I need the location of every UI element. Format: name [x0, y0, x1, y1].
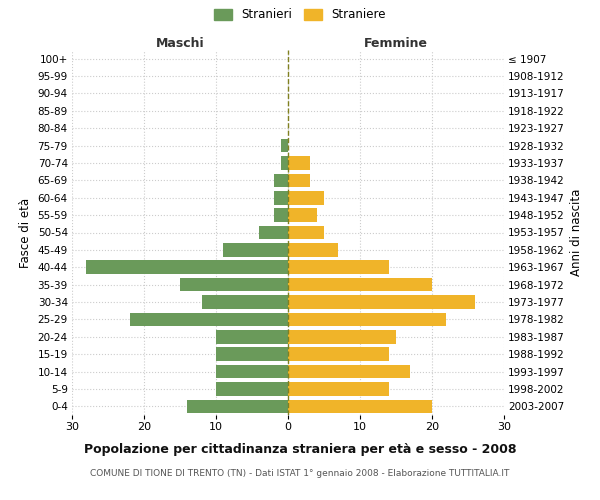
Bar: [216, 365, 288, 378]
Text: Maschi: Maschi: [155, 37, 205, 50]
Text: Femmine: Femmine: [364, 37, 428, 50]
Bar: [281, 139, 288, 152]
Bar: [281, 156, 288, 170]
Bar: [216, 382, 288, 396]
Bar: [288, 191, 324, 204]
Text: COMUNE DI TIONE DI TRENTO (TN) - Dati ISTAT 1° gennaio 2008 - Elaborazione TUTTI: COMUNE DI TIONE DI TRENTO (TN) - Dati IS…: [91, 469, 509, 478]
Bar: [288, 226, 324, 239]
Bar: [180, 278, 288, 291]
Bar: [187, 400, 288, 413]
Y-axis label: Fasce di età: Fasce di età: [19, 198, 32, 268]
Bar: [288, 330, 396, 344]
Bar: [202, 295, 288, 309]
Bar: [86, 260, 288, 274]
Bar: [274, 208, 288, 222]
Y-axis label: Anni di nascita: Anni di nascita: [571, 189, 583, 276]
Bar: [288, 312, 446, 326]
Bar: [259, 226, 288, 239]
Bar: [216, 330, 288, 344]
Bar: [288, 295, 475, 309]
Bar: [274, 191, 288, 204]
Bar: [288, 156, 310, 170]
Bar: [130, 312, 288, 326]
Bar: [288, 174, 310, 187]
Bar: [288, 365, 410, 378]
Bar: [288, 382, 389, 396]
Bar: [288, 208, 317, 222]
Legend: Stranieri, Straniere: Stranieri, Straniere: [212, 6, 388, 24]
Text: Popolazione per cittadinanza straniera per età e sesso - 2008: Popolazione per cittadinanza straniera p…: [84, 442, 516, 456]
Bar: [288, 278, 432, 291]
Bar: [288, 260, 389, 274]
Bar: [274, 174, 288, 187]
Bar: [216, 348, 288, 361]
Bar: [288, 243, 338, 256]
Bar: [288, 400, 432, 413]
Bar: [223, 243, 288, 256]
Bar: [288, 348, 389, 361]
